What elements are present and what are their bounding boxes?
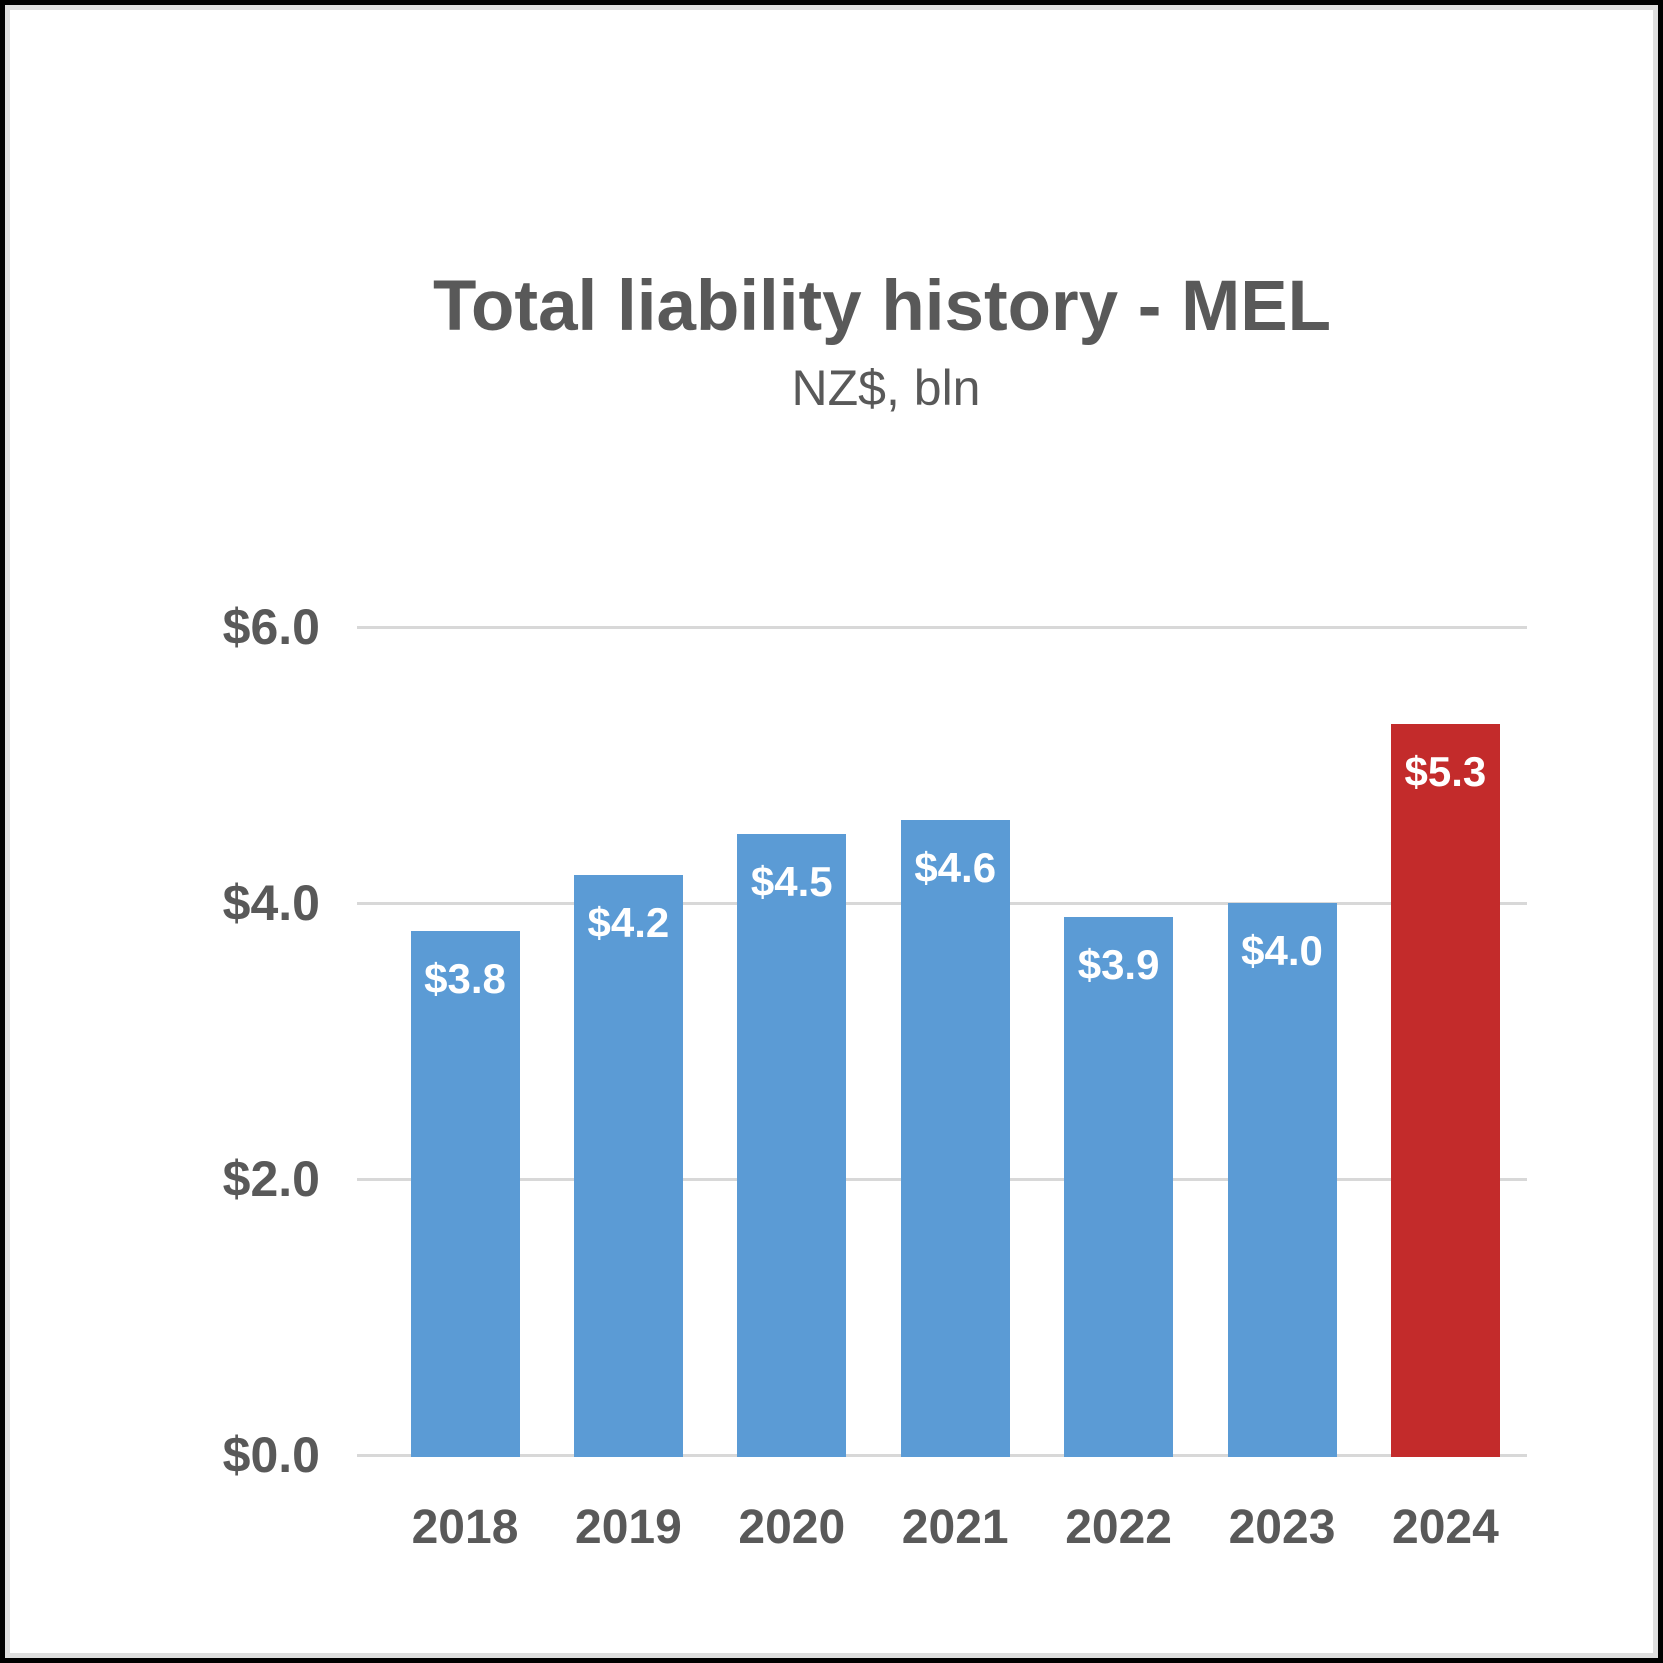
x-axis-tick-label-2019: 2019 <box>575 1501 682 1554</box>
bar-2022: $3.9 <box>1064 916 1174 1457</box>
bar-value-label-2024: $5.3 <box>1404 747 1487 795</box>
bar-2023: $4.0 <box>1227 903 1337 1457</box>
bar-2020: $4.5 <box>737 834 847 1457</box>
bar-2019: $4.2 <box>573 875 683 1457</box>
y-axis-tick-label: $0.0 <box>222 1427 320 1483</box>
bar-value-label-2021: $4.6 <box>914 844 997 892</box>
chart-subtitle: NZ$, bln <box>791 360 981 416</box>
bar-value-label-2022: $3.9 <box>1077 940 1160 988</box>
bar-value-label-2020: $4.5 <box>750 858 833 905</box>
x-axis-tick-label-2020: 2020 <box>738 1501 846 1554</box>
bar-2024: $5.3 <box>1390 723 1500 1457</box>
gridline-6.0 <box>357 626 1527 629</box>
chart-title: Total liability history - MEL <box>432 267 1332 346</box>
x-axis-tick-label-2022: 2022 <box>1065 1501 1172 1554</box>
x-axis-tick-label-2023: 2023 <box>1228 1501 1336 1554</box>
bar-2021: $4.6 <box>900 820 1010 1457</box>
y-axis-tick-label: $4.0 <box>222 875 320 931</box>
bar-value-label-2019: $4.2 <box>587 899 670 947</box>
x-axis-tick-label-2024: 2024 <box>1392 1501 1499 1554</box>
x-axis-tick-label-2021: 2021 <box>901 1501 1009 1554</box>
chart-canvas: Total liability history - MEL NZ$, bln $… <box>5 5 1658 1658</box>
bar-2018: $3.8 <box>410 930 520 1457</box>
bar-value-label-2018: $3.8 <box>424 954 506 1002</box>
plot-area: $6.0 $4.0 $2.0 $0.0 $3.8 2018 $4.2 2019 $4.5 2020… <box>223 599 1527 1554</box>
bar-value-label-2023: $4.0 <box>1241 927 1323 974</box>
y-axis-tick-label: $6.0 <box>222 599 320 655</box>
x-axis-tick-label-2018: 2018 <box>411 1501 519 1554</box>
y-axis-tick-label: $2.0 <box>222 1151 320 1207</box>
